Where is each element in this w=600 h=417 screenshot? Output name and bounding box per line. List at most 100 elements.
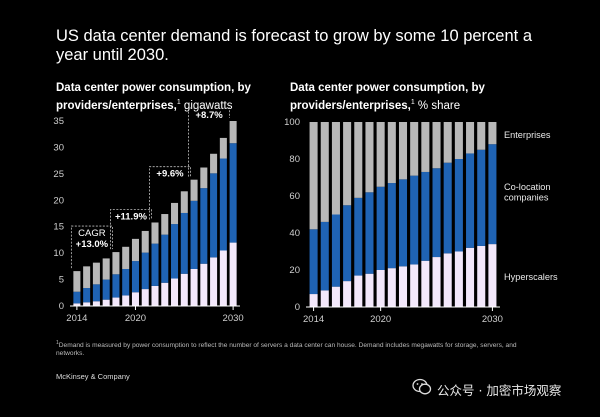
bar-segment-hyperscalers xyxy=(102,299,110,306)
bar-segment-hyperscalers xyxy=(309,294,318,307)
bar-segment-enterprises xyxy=(190,179,198,201)
bar-segment-enterprises xyxy=(309,122,318,230)
y-tick-label: 0 xyxy=(59,301,64,312)
bar-segment-hyperscalers xyxy=(387,268,396,307)
bar-segment-hyperscalers xyxy=(354,275,363,307)
footnote-text: Demand is measured by power consumption … xyxy=(56,342,517,358)
bar-segment-co-location xyxy=(454,159,463,252)
bar-segment-enterprises xyxy=(376,122,385,187)
bar-segment-enterprises xyxy=(320,122,329,222)
bar-segment-hyperscalers xyxy=(421,260,430,307)
legend-label: Co-location xyxy=(504,182,550,192)
cagr-value: +9.6% xyxy=(156,169,184,180)
bar-segment-hyperscalers xyxy=(122,295,130,306)
bar-segment-co-location-companies xyxy=(190,200,198,269)
bar-segment-co-location-companies xyxy=(151,243,159,286)
bar-segment-hyperscalers xyxy=(171,278,179,306)
x-tick-label: 2030 xyxy=(223,313,244,324)
chart-1-subtitle-unit: gigawatts xyxy=(183,99,233,112)
x-tick-label: 2014 xyxy=(66,313,87,324)
bar-segment-enterprises xyxy=(161,214,169,235)
bar-segment-enterprises xyxy=(421,122,430,172)
bar-segment-co-location xyxy=(410,175,419,265)
cagr-value: +8.7% xyxy=(195,110,223,121)
legend-label: Hyperscalers xyxy=(504,272,558,282)
bar-segment-hyperscalers xyxy=(83,302,91,306)
bar-segment-enterprises xyxy=(180,191,188,213)
bar-segment-enterprises xyxy=(200,167,208,189)
bar-segment-enterprises xyxy=(131,238,139,262)
bar-segment-co-location-companies xyxy=(102,279,110,300)
cagr-bracket xyxy=(149,166,191,220)
bar-segment-hyperscalers xyxy=(331,286,340,307)
chart-1-subtitle: Data center power consumption, by provid… xyxy=(56,82,276,113)
bar-segment-co-location-companies xyxy=(131,261,139,293)
y-tick-label: 40 xyxy=(289,228,300,239)
x-tick-label: 2014 xyxy=(303,314,324,325)
bar-segment-co-location-companies xyxy=(200,188,208,264)
y-tick-label: 80 xyxy=(289,154,300,165)
bar-segment-hyperscalers xyxy=(141,289,149,306)
y-tick-label: 30 xyxy=(53,142,64,153)
y-tick-label: 5 xyxy=(59,275,64,286)
chart-2-subtitle: Data center power consumption, by provid… xyxy=(290,82,530,113)
cagr-bracket xyxy=(110,209,152,250)
bar-segment-hyperscalers xyxy=(180,273,188,306)
bar-segment-enterprises xyxy=(171,202,179,225)
cagr-bracket xyxy=(188,107,231,177)
bar-segment-co-location-companies xyxy=(83,288,91,303)
chart-2-footnote-marker: 1 xyxy=(410,98,415,106)
chart-1-subtitle-main: Data center power consumption, by provid… xyxy=(56,82,251,112)
bar-segment-enterprises xyxy=(141,230,149,253)
bar-segment-enterprises xyxy=(410,122,419,176)
bar-segment-enterprises xyxy=(387,122,396,184)
legend-label: Enterprises xyxy=(504,130,551,140)
bar-segment-enterprises xyxy=(210,153,218,174)
bar-segment-co-location-companies xyxy=(180,212,188,274)
y-tick-label: 20 xyxy=(289,265,300,276)
chart-2-subtitle-unit: % share xyxy=(417,99,461,112)
bar-segment-hyperscalers xyxy=(477,245,486,307)
bar-segment-co-location-companies xyxy=(229,143,237,243)
page-title: US data center demand is forecast to gro… xyxy=(56,27,533,64)
bar-segment-hyperscalers xyxy=(210,257,218,306)
watermark: 公众号 · 加密市场观察 xyxy=(437,383,562,398)
bar-segment-co-location xyxy=(365,192,374,274)
bar-segment-hyperscalers xyxy=(398,266,408,307)
bar-segment-co-location-companies xyxy=(73,291,81,304)
bar-segment-enterprises xyxy=(343,122,352,206)
bar-segment-enterprises xyxy=(122,246,130,269)
y-tick-label: 25 xyxy=(53,169,64,180)
bar-segment-hyperscalers xyxy=(200,263,208,306)
bar-segment-co-location-companies xyxy=(92,284,100,302)
bar-segment-hyperscalers xyxy=(131,292,139,306)
bar-segment-hyperscalers xyxy=(151,285,159,306)
bar-segment-enterprises xyxy=(92,262,100,285)
y-tick-label: 35 xyxy=(53,116,64,127)
chart-2-subtitle-main: Data center power consumption, by provid… xyxy=(290,82,485,112)
bar-segment-co-location xyxy=(432,168,441,258)
x-tick-label: 2030 xyxy=(482,314,503,325)
bar-segment-co-location-companies xyxy=(161,234,169,283)
cagr-value: +11.9% xyxy=(115,211,148,222)
bar-segment-enterprises xyxy=(229,121,237,144)
footnote: 1Demand is measured by power consumption… xyxy=(56,339,536,358)
bar-segment-enterprises xyxy=(477,122,486,150)
bar-segment-hyperscalers xyxy=(92,301,100,306)
bar-segment-enterprises xyxy=(488,122,497,145)
bar-segment-co-location xyxy=(443,162,452,254)
bar-segment-enterprises xyxy=(112,252,120,275)
y-tick-label: 60 xyxy=(289,191,300,202)
bar-segment-hyperscalers xyxy=(488,244,497,307)
bar-segment-hyperscalers xyxy=(410,264,419,307)
bar-segment-enterprises xyxy=(331,122,340,215)
bar-segment-enterprises xyxy=(454,122,463,159)
y-tick-label: 100 xyxy=(284,117,300,128)
bar-segment-hyperscalers xyxy=(365,273,374,307)
cagr-label: CAGR xyxy=(78,228,106,239)
bar-segment-co-location xyxy=(331,214,340,287)
bar-segment-co-location xyxy=(343,205,352,282)
bar-segment-co-location-companies xyxy=(171,224,179,279)
